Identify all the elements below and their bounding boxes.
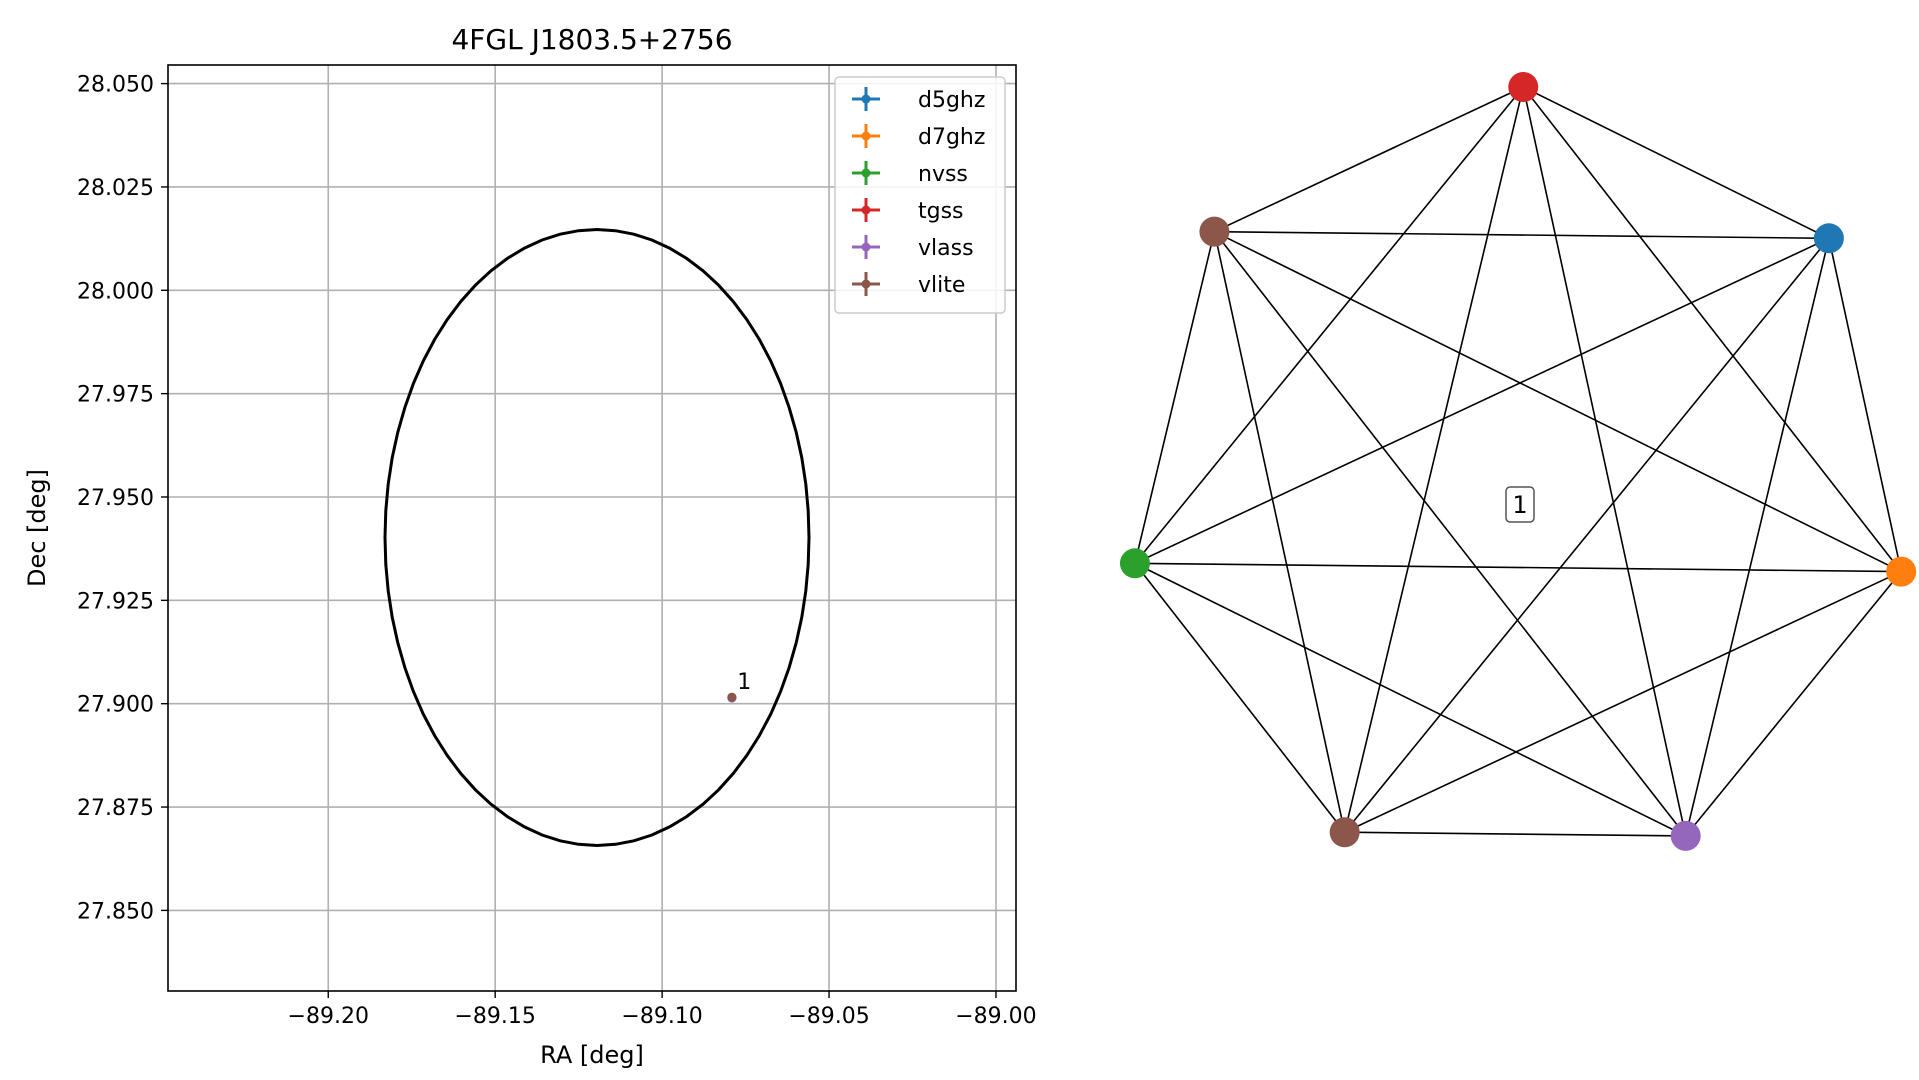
y-tick-label: 27.950 [77, 486, 154, 511]
network-edge [1685, 571, 1902, 837]
y-axis-label: Dec [deg] [23, 469, 51, 587]
network-node-vlass [1670, 820, 1701, 851]
y-tick-label: 27.925 [77, 589, 154, 614]
legend-entry-d5ghz: d5ghz [852, 87, 985, 113]
y-tick-label: 27.975 [77, 383, 154, 408]
legend-entry-d7ghz: d7ghz [852, 124, 985, 150]
network-edge [1522, 86, 1687, 837]
legend-label: tgss [918, 199, 964, 224]
network-edge [1344, 570, 1902, 833]
legend-entry-tgss: tgss [852, 198, 964, 224]
point-vlite [727, 692, 737, 702]
x-axis-label: RA [deg] [540, 1041, 644, 1069]
network-edge [1134, 562, 1902, 573]
legend-label: d5ghz [918, 88, 985, 113]
y-tick-label: 27.875 [77, 796, 154, 821]
legend-entry-nvss: nvss [852, 161, 968, 187]
x-tick-label: −89.05 [788, 1004, 869, 1029]
network-edge [1134, 231, 1216, 564]
group-label-text: 1 [1512, 491, 1527, 519]
plot-frame [167, 64, 1017, 992]
y-tick-label: 27.850 [77, 899, 154, 924]
network-edge [1828, 238, 1902, 572]
scatter-panel: 1 −89.20 −89.15 −89.10 −89.05 −89.00 27.8502… [23, 23, 1037, 1069]
network-node-tgss [1508, 72, 1539, 103]
y-tick-label: 28.050 [77, 73, 154, 98]
network-node-vlite_b [1329, 817, 1360, 848]
legend-entry-vlite: vlite [852, 272, 965, 298]
network-edge [1213, 231, 1346, 833]
y-tick-label: 28.025 [77, 176, 154, 201]
network-edge [1134, 562, 1687, 837]
ellipse-layer [383, 227, 811, 848]
network-edge [1522, 86, 1830, 240]
x-tick-label: −89.15 [454, 1004, 535, 1029]
network-edge [1134, 237, 1830, 565]
network-edges [1134, 86, 1902, 837]
network-edge [1134, 562, 1346, 833]
y-tick-label: 27.900 [77, 693, 154, 718]
network-panel: 1 [1119, 72, 1917, 851]
x-tick-labels: −89.20 −89.15 −89.10 −89.05 −89.00 [288, 991, 1037, 1029]
network-edge [1344, 831, 1686, 837]
network-edge [1214, 230, 1829, 240]
legend-label: nvss [918, 162, 968, 187]
legend-label: vlite [918, 273, 965, 298]
network-edge [1134, 86, 1524, 564]
legend-label: d7ghz [918, 125, 985, 150]
point-annotation: 1 [737, 670, 751, 695]
legend-label: vlass [918, 236, 974, 261]
x-tick-label: −89.10 [621, 1004, 702, 1029]
network-edge [1684, 238, 1830, 837]
network-nodes [1119, 72, 1917, 851]
x-tick-label: −89.20 [288, 1004, 369, 1029]
localization-ellipse [383, 227, 811, 848]
chart-title: 4FGL J1803.5+2756 [451, 23, 732, 56]
network-edge [1214, 86, 1524, 233]
y-tick-label: 28.000 [77, 279, 154, 304]
network-node-d5ghz [1813, 223, 1844, 254]
points-layer: 1 [727, 670, 751, 703]
legend-entry-vlass: vlass [852, 235, 974, 261]
x-tick-label: −89.00 [955, 1004, 1036, 1029]
network-node-d7ghz [1886, 556, 1917, 587]
network-edge [1344, 237, 1830, 833]
legend: d5ghz d7ghz nvss tgss vlass vlite [834, 76, 1006, 314]
network-node-nvss [1119, 548, 1150, 579]
network-edge [1214, 230, 1902, 573]
network-node-vlite_a [1199, 216, 1230, 247]
y-tick-labels: 27.850 27.875 27.900 27.925 27.950 27.975 28.0… [77, 73, 168, 924]
network-edge [1522, 86, 1902, 573]
group-label: 1 [1505, 486, 1535, 523]
network-edge [1343, 86, 1525, 833]
network-edge [1213, 231, 1687, 837]
